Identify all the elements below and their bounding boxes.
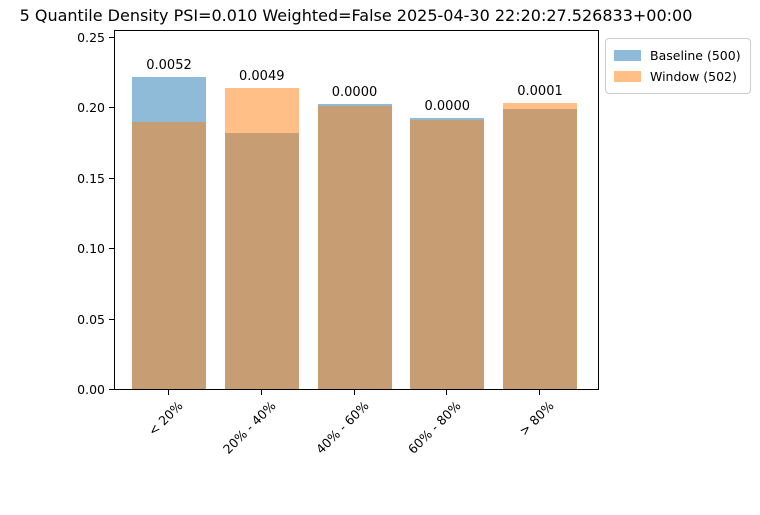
legend: Baseline (500) Window (502) [605, 38, 751, 94]
bar-window [410, 120, 485, 389]
bar-value-label: 0.0052 [146, 58, 192, 73]
y-tick-label: 0.00 [77, 382, 105, 397]
y-tick-label: 0.25 [77, 30, 105, 45]
legend-entry: Baseline (500) [614, 45, 741, 66]
bar-value-label: 0.0000 [331, 85, 378, 100]
y-tick-label: 0.20 [77, 100, 105, 116]
bar-value-label: 0.0001 [517, 84, 563, 100]
y-tick-label: 0.05 [77, 311, 105, 327]
bar-window [224, 88, 299, 389]
y-tick-mark [109, 318, 114, 320]
bar-window [503, 103, 577, 389]
x-tick-mark [168, 390, 169, 395]
bar-window [317, 106, 392, 389]
legend-entry: Window (502) [614, 66, 741, 87]
bar-value-label: 0.0049 [239, 69, 285, 85]
legend-label: Baseline (500) [650, 47, 741, 63]
bar-window [132, 122, 206, 389]
y-tick-label: 0.15 [77, 170, 105, 186]
x-tick-mark [539, 390, 540, 395]
legend-swatch [614, 71, 641, 82]
legend-swatch [614, 50, 641, 61]
bar-value-label: 0.0000 [424, 99, 471, 114]
x-tick-mark [353, 390, 355, 395]
y-tick-mark [109, 177, 114, 179]
plot-area: 0.0052 0.0049 0.0000 0.0000 0.0001 [114, 30, 599, 390]
x-tick-mark [260, 390, 262, 395]
y-tick-mark [109, 107, 114, 109]
y-tick-label: 0.10 [77, 241, 105, 257]
plot-inner: 0.0052 0.0049 0.0000 0.0000 0.0001 [115, 31, 598, 389]
y-tick-mark [109, 389, 114, 390]
chart-title: 5 Quantile Density PSI=0.010 Weighted=Fa… [19, 6, 693, 25]
figure-canvas: { "title": "5 Quantile Density PSI=0.010… [19, 6, 751, 457]
y-tick-mark [109, 37, 114, 38]
x-tick-mark [446, 390, 448, 395]
legend-label: Window (502) [650, 68, 737, 84]
y-tick-mark [109, 248, 114, 250]
